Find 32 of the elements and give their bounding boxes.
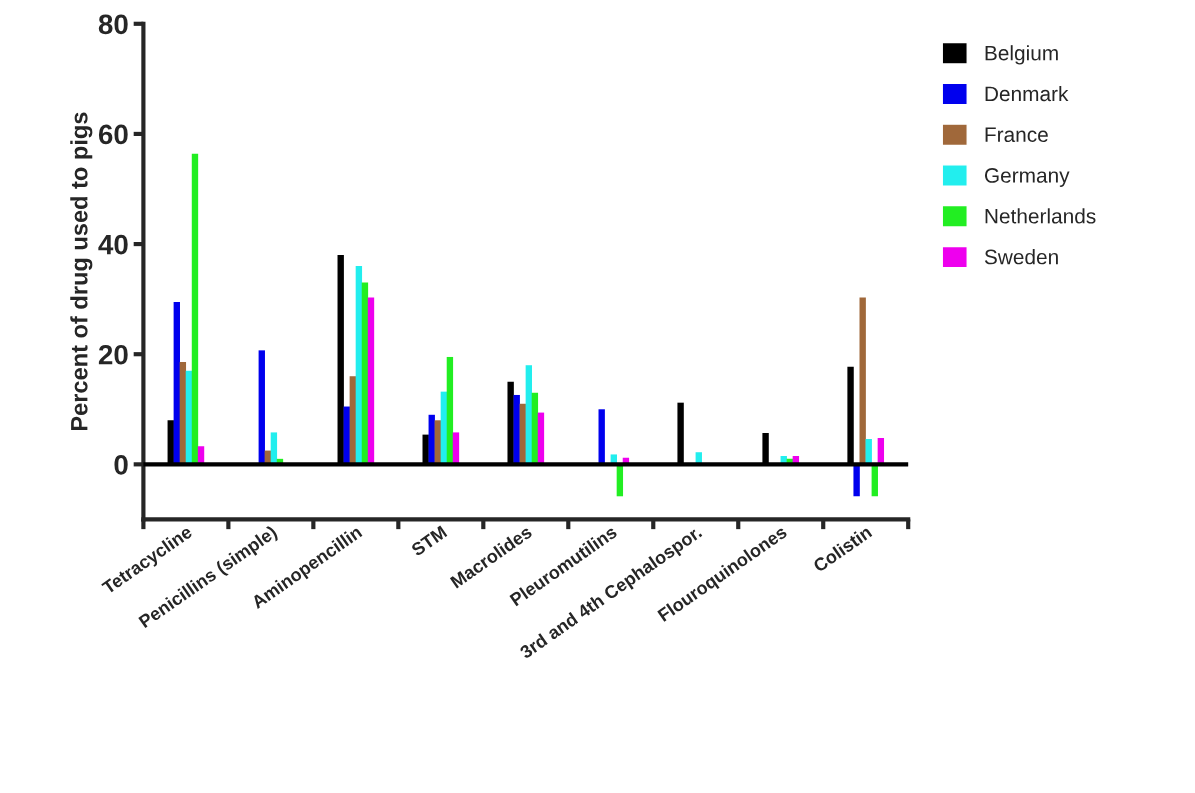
bar	[440, 391, 448, 465]
bar	[355, 266, 363, 465]
bar	[173, 301, 180, 465]
y-tick-label: 40	[98, 234, 128, 255]
x-tick-label: STM	[410, 525, 448, 557]
legend-label: Sweden	[984, 249, 1058, 265]
bar	[519, 403, 526, 465]
y-tick-label: 20	[98, 344, 128, 365]
bar	[525, 365, 533, 465]
bar	[513, 394, 520, 465]
y-tick-label: 60	[98, 124, 128, 145]
bar	[531, 392, 539, 465]
y-axis-title: Percent of drug used to pigs	[70, 112, 93, 431]
legend-label: Netherlands	[985, 208, 1096, 224]
bar	[446, 356, 454, 465]
bar	[598, 409, 605, 465]
bar	[349, 376, 356, 465]
bar	[258, 350, 265, 465]
bar	[853, 464, 860, 497]
bar	[367, 297, 375, 465]
legend-label: Germany	[984, 168, 1070, 187]
bar	[191, 153, 199, 465]
bar	[434, 420, 441, 465]
bar	[859, 297, 866, 465]
legend-label: Denmark	[985, 85, 1069, 102]
y-tick-label: 80	[98, 14, 128, 35]
legend-label: Belgium	[985, 45, 1058, 65]
bar	[179, 361, 187, 465]
legend-label: France	[985, 127, 1048, 143]
bar	[185, 370, 193, 465]
y-tick-label: 0	[114, 455, 128, 475]
bar	[361, 282, 369, 465]
